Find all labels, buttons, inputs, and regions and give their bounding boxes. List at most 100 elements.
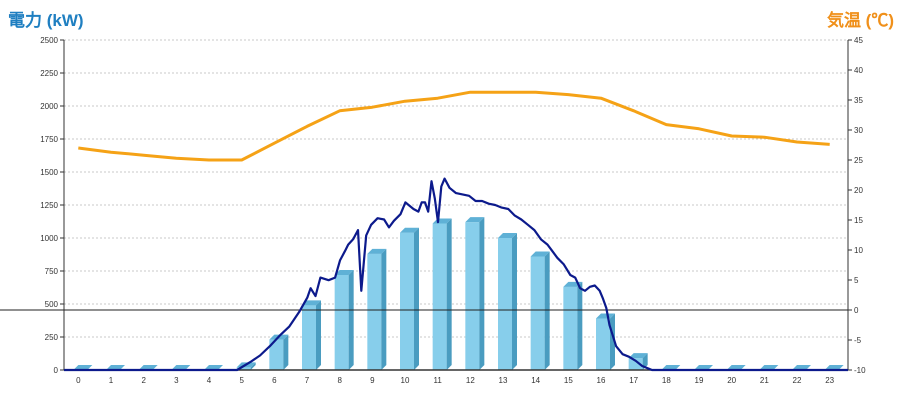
right-tick-label: 30	[854, 126, 863, 135]
x-tick-label: 11	[434, 376, 443, 385]
x-tick-label: 8	[337, 376, 342, 385]
power-bar-side	[577, 281, 583, 370]
power-bar-top	[726, 365, 746, 370]
right-tick-label: 0	[854, 306, 859, 315]
left-tick-label: 2000	[40, 102, 58, 111]
power-bar-side	[512, 233, 517, 370]
power-bar	[432, 223, 447, 370]
power-bar-top	[400, 227, 419, 233]
x-tick-label: 2	[141, 376, 146, 385]
x-tick-label: 6	[272, 376, 277, 385]
power-bar-side	[544, 251, 550, 370]
tick-labels: 02505007501000125015001750200022502500-1…	[40, 36, 866, 385]
power-bar-side	[348, 269, 354, 370]
power-bar-top	[138, 365, 158, 370]
power-bar	[269, 339, 284, 370]
left-tick-label: 1750	[40, 135, 58, 144]
power-bar	[334, 274, 349, 370]
right-tick-label: 10	[854, 246, 863, 255]
x-tick-label: 3	[174, 376, 179, 385]
right-tick-label: -10	[854, 366, 866, 375]
power-bar-side	[381, 248, 387, 370]
left-tick-label: 0	[54, 366, 59, 375]
left-axis-title: 電力 (kW)	[8, 11, 84, 30]
x-tick-label: 1	[109, 376, 114, 385]
power-bar-top	[824, 365, 844, 370]
data-lines	[64, 90, 848, 372]
x-tick-label: 13	[499, 376, 508, 385]
x-tick-label: 23	[825, 376, 834, 385]
power-bar-top	[628, 353, 648, 359]
left-tick-label: 250	[45, 333, 59, 342]
power-bar-side	[479, 217, 485, 370]
power-bar-top	[302, 300, 321, 306]
power-bar	[596, 318, 610, 370]
right-tick-label: 5	[854, 276, 859, 285]
x-tick-label: 19	[695, 376, 704, 385]
power-bar	[465, 222, 480, 370]
power-bar-side	[446, 218, 452, 370]
left-tick-label: 1500	[40, 168, 58, 177]
power-bar-top	[73, 365, 93, 370]
right-tick-label: 15	[854, 216, 863, 225]
power-bar	[530, 256, 545, 370]
x-tick-label: 21	[760, 376, 769, 385]
power-bar-top	[334, 269, 354, 275]
power-bar-top	[792, 365, 811, 370]
power-bar-side	[250, 362, 256, 370]
power-bar	[367, 253, 382, 370]
x-tick-label: 10	[401, 376, 410, 385]
left-tick-label: 2500	[40, 36, 58, 45]
left-tick-label: 750	[45, 267, 59, 276]
right-tick-label: -5	[854, 336, 862, 345]
power-bar-top	[204, 365, 223, 370]
power-bar-top	[171, 365, 191, 370]
x-tick-label: 4	[207, 376, 212, 385]
x-tick-label: 16	[597, 376, 606, 385]
power-bar	[563, 286, 578, 370]
power-line	[64, 177, 848, 372]
left-tick-label: 1250	[40, 201, 58, 210]
right-axis-title: 気温 (℃)	[826, 11, 894, 30]
power-bar-top	[596, 313, 615, 319]
power-bars	[73, 217, 844, 370]
right-tick-label: 20	[854, 186, 863, 195]
power-bar-top	[498, 233, 517, 238]
right-tick-label: 40	[854, 66, 863, 75]
x-tick-label: 18	[662, 376, 671, 385]
x-tick-label: 15	[564, 376, 573, 385]
left-tick-label: 2250	[40, 69, 58, 78]
right-tick-label: 45	[854, 36, 863, 45]
x-tick-label: 5	[239, 376, 244, 385]
power-bar	[400, 232, 414, 370]
x-tick-label: 0	[76, 376, 81, 385]
x-tick-label: 20	[727, 376, 736, 385]
x-tick-label: 9	[370, 376, 375, 385]
power-bar-top	[661, 365, 681, 370]
temperature-line	[78, 90, 830, 162]
power-bar-top	[694, 365, 713, 370]
x-tick-label: 7	[305, 376, 310, 385]
power-bar-top	[465, 217, 485, 223]
power-bar-side	[316, 300, 321, 370]
power-bar-top	[106, 365, 125, 370]
left-tick-label: 500	[45, 300, 59, 309]
power-bar	[628, 358, 643, 370]
power-bar	[302, 305, 316, 370]
power-bar	[498, 238, 512, 370]
power-bar-top	[530, 251, 550, 257]
grid-lines	[64, 39, 848, 338]
x-tick-label: 22	[793, 376, 802, 385]
x-tick-label: 14	[531, 376, 540, 385]
power-bar-top	[367, 248, 387, 254]
right-tick-label: 35	[854, 96, 863, 105]
x-tick-label: 17	[629, 376, 638, 385]
power-bar-side	[283, 334, 289, 370]
x-tick-label: 12	[466, 376, 475, 385]
power-bar	[236, 367, 251, 370]
power-bar-top	[759, 365, 779, 370]
right-tick-label: 25	[854, 156, 863, 165]
power-bar-side	[414, 227, 419, 370]
left-tick-label: 1000	[40, 234, 58, 243]
